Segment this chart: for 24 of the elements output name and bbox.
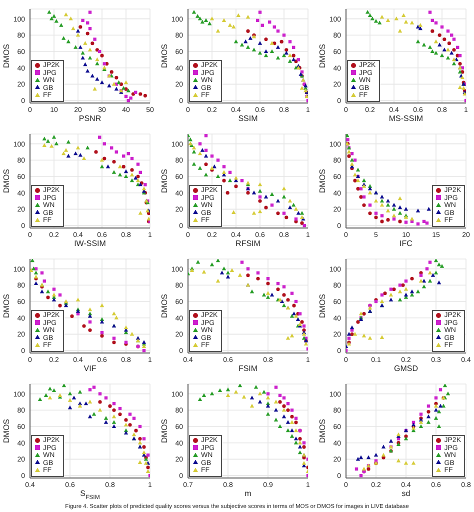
x-axis-title: IFC <box>400 239 413 248</box>
y-axis-title: DMOS <box>318 44 327 68</box>
y-axis-title: DMOS <box>2 44 11 68</box>
x-axis-title: RFSIM <box>236 239 261 248</box>
x-axis-title: VIF <box>84 364 96 373</box>
y-axis-title: DMOS <box>160 44 169 68</box>
x-axis-title: IW-SSIM <box>74 239 106 248</box>
x-axis-title: sd <box>402 489 410 498</box>
y-axis-title: DMOS <box>318 419 327 443</box>
y-axis-title: DMOS <box>160 419 169 443</box>
x-axis-title: GMSD <box>394 364 418 373</box>
y-axis-title: DMOS <box>160 294 169 318</box>
y-axis-title: DMOS <box>318 294 327 318</box>
y-axis-title: DMOS <box>160 169 169 193</box>
y-axis-title: DMOS <box>318 169 327 193</box>
x-axis-title: PSNR <box>78 114 102 123</box>
y-axis-title: DMOS <box>2 169 11 193</box>
x-axis-title: S$_{FSIM}$ <box>80 489 100 501</box>
x-axis-title: m <box>244 489 252 498</box>
x-axis-title: MS-SSIM <box>388 114 424 123</box>
x-axis-title: SSIM <box>238 114 258 123</box>
x-axis-title: FSIM <box>238 364 258 373</box>
y-axis-title: DMOS <box>2 294 11 318</box>
y-axis-title: DMOS <box>2 419 11 443</box>
